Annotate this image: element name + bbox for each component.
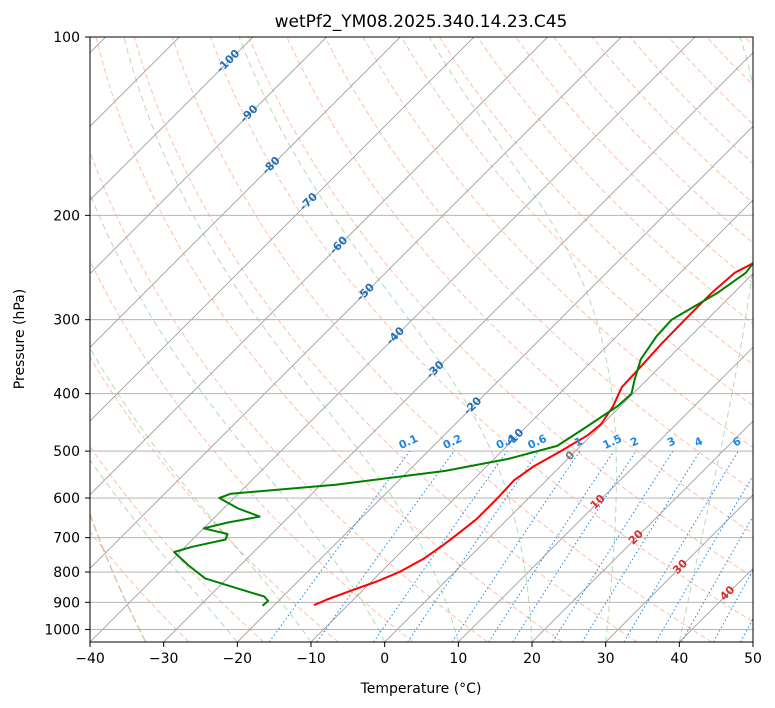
mixing-ratio-line <box>512 450 637 642</box>
plot-frame <box>89 36 754 643</box>
dry-adiabat-line <box>95 37 563 642</box>
isotherm-line <box>90 37 254 201</box>
moist-adiabat-line <box>90 459 238 642</box>
isotherm-line <box>90 37 549 496</box>
dry-adiabat-line <box>400 37 753 407</box>
y-tick-label: 300 <box>53 313 80 329</box>
isotherm-line <box>605 494 753 642</box>
isotherm-line <box>90 37 328 275</box>
x-tick-label: −10 <box>296 651 326 667</box>
isotherm-line <box>90 37 696 642</box>
y-tick-label: 100 <box>53 30 80 46</box>
y-tick-label: 900 <box>53 595 80 611</box>
y-tick-label: 600 <box>53 491 80 507</box>
x-tick-label: 0 <box>380 651 389 667</box>
x-tick-label: 40 <box>670 651 688 667</box>
x-tick-label: 20 <box>523 651 541 667</box>
y-tick-label: 1000 <box>44 622 80 638</box>
isotherm-line <box>457 346 753 642</box>
x-axis-label: Temperature (°C) <box>360 681 482 697</box>
dry-adiabat-line <box>90 150 488 642</box>
dry-adiabat-line <box>90 531 190 642</box>
x-tick-label: 50 <box>744 651 762 667</box>
mixing-ratio-line <box>316 450 455 642</box>
dry-adiabat-line <box>248 37 753 578</box>
x-tick-label: 30 <box>597 651 615 667</box>
dry-adiabat-line <box>133 37 638 642</box>
reference-curve-line <box>90 512 147 642</box>
isotherm-line <box>384 273 753 642</box>
mixing-ratio-line <box>407 450 540 642</box>
isotherm-line <box>310 199 753 642</box>
y-tick-label: 800 <box>53 565 80 581</box>
dry-adiabat-line <box>438 37 753 366</box>
x-tick-label: −20 <box>223 651 253 667</box>
dry-adiabat-line <box>171 37 712 642</box>
dry-adiabat-line <box>90 445 264 642</box>
mixing-ratio-line <box>268 450 411 642</box>
moist-adiabat-line <box>123 37 459 642</box>
moist-adiabat-line <box>428 37 617 642</box>
dry-adiabat-line <box>90 356 339 642</box>
y-tick-label: 700 <box>53 531 80 547</box>
isotherm-line <box>163 52 753 642</box>
mixing-ratio-line <box>451 450 581 642</box>
y-tick-label: 400 <box>53 387 80 403</box>
y-axis-label: Pressure (hPa) <box>12 289 28 389</box>
isotherm-line <box>90 37 180 127</box>
x-tick-label: −30 <box>149 651 179 667</box>
mixing-ratio-line <box>488 450 615 642</box>
x-tick-label: −40 <box>75 651 105 667</box>
moist-adiabat-line <box>678 37 753 642</box>
isotherm-line <box>90 37 622 569</box>
x-tick-label: 10 <box>449 651 467 667</box>
mixing-ratio-line <box>581 450 701 642</box>
isotherm-line <box>90 37 401 348</box>
isotherm-line <box>236 125 753 642</box>
isotherm-line <box>90 37 475 422</box>
dry-adiabat-line <box>324 37 753 491</box>
dry-adiabat-line <box>515 37 753 284</box>
temperature-profile-line <box>313 262 753 607</box>
moist-adiabat-line <box>90 192 386 642</box>
y-tick-label: 200 <box>53 208 80 224</box>
mixing-ratio-line <box>373 450 508 642</box>
dry-adiabat-line <box>210 37 753 623</box>
moist-adiabat-line <box>238 37 533 642</box>
y-tick-label: 500 <box>53 444 80 460</box>
isotherm-line <box>531 420 753 642</box>
dewpoint-profile-line <box>173 261 753 607</box>
chart-title: wetPf2_YM08.2025.340.14.23.C45 <box>275 12 568 32</box>
